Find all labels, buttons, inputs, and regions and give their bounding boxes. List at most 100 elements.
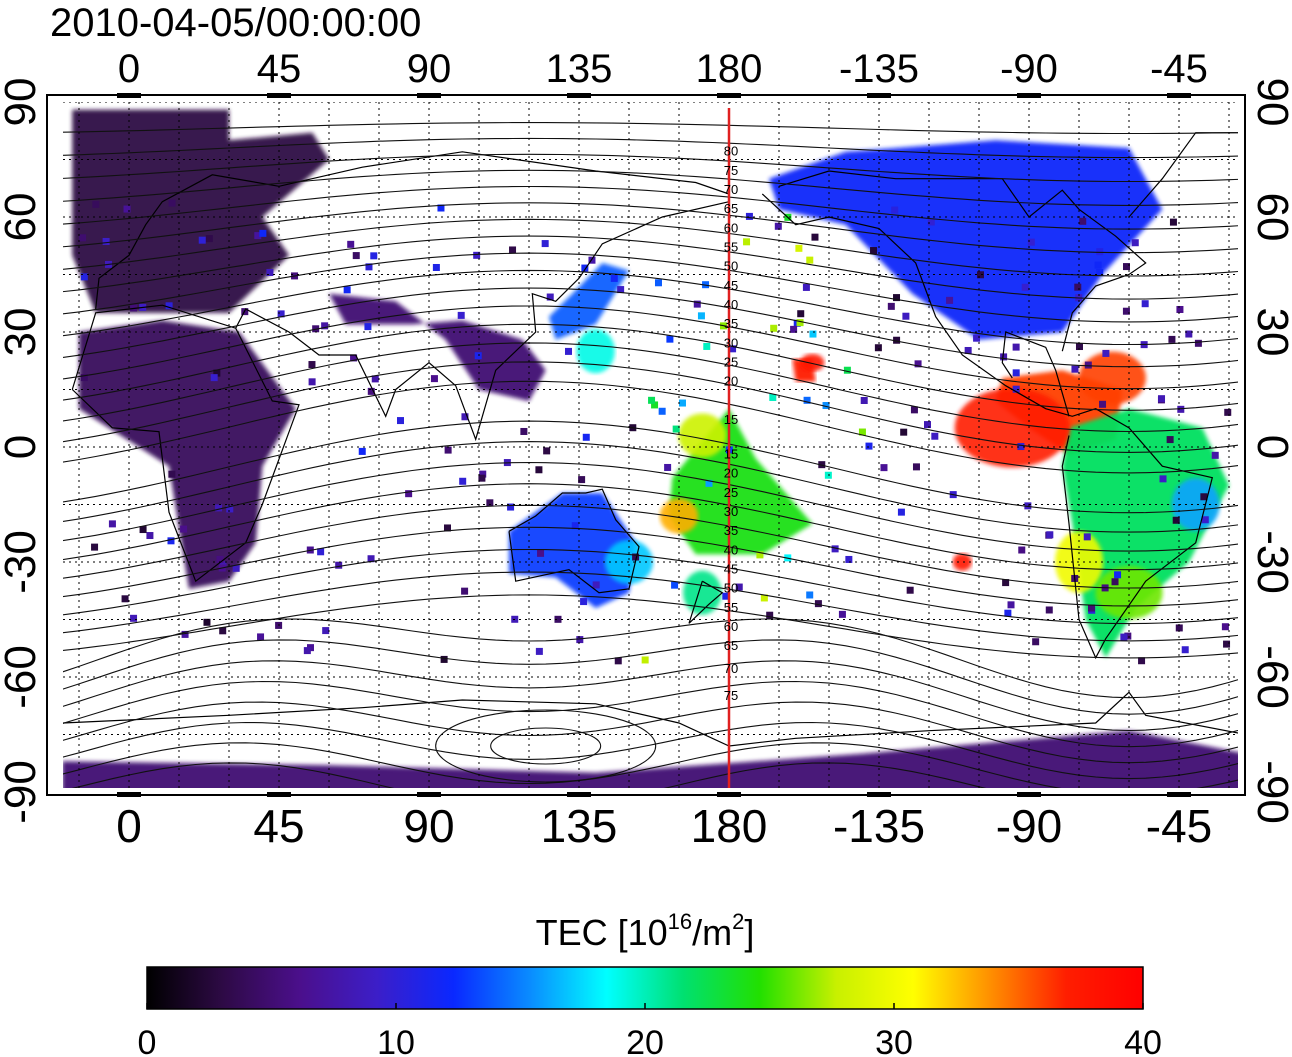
tec-cell <box>232 564 240 572</box>
lon-tick-bottom: 90 <box>403 800 454 852</box>
tec-cell <box>880 464 888 472</box>
tec-cell <box>632 553 640 561</box>
lon-tick-bottom: -90 <box>996 800 1062 852</box>
tec-cell <box>666 335 674 343</box>
tec-cell <box>317 548 325 556</box>
contour-label: 60 <box>724 220 738 235</box>
tec-cell <box>576 636 584 644</box>
tec-cell <box>1221 623 1229 631</box>
contour-line <box>63 269 1238 346</box>
tec-cell <box>364 323 372 331</box>
tec-cell <box>205 235 213 243</box>
tec-cell <box>1172 516 1180 524</box>
tec-cell <box>1096 269 1104 277</box>
frame-tick <box>267 792 291 797</box>
tec-cell <box>210 374 218 382</box>
lon-tick-top: -135 <box>839 47 919 91</box>
tec-cell <box>874 344 882 352</box>
tec-cell <box>308 378 316 386</box>
lon-tick-bottom: 45 <box>253 800 304 852</box>
tec-cell <box>91 543 99 551</box>
contour-label: 30 <box>724 335 738 350</box>
tec-cell <box>664 463 672 471</box>
frame-tick <box>1167 93 1191 98</box>
contour-line <box>63 504 1238 589</box>
coastline <box>508 488 640 594</box>
tec-cell <box>440 655 448 663</box>
tec-cell <box>1138 657 1146 665</box>
tec-cell <box>1084 361 1092 369</box>
tec-cell <box>946 296 954 304</box>
tec-cell <box>457 311 465 319</box>
tec-cell <box>1185 330 1193 338</box>
tec-cell <box>335 561 343 569</box>
map-plot-area: 80 75 70 65 60 55 50 45 40 35 30 25 20 15 15 20 25 30 35 40… <box>46 93 1246 797</box>
tec-cell <box>108 520 116 528</box>
tec-cell <box>443 524 451 532</box>
tec-cell <box>259 229 267 237</box>
tec-cell <box>803 396 811 404</box>
tec-cell <box>405 490 413 498</box>
lon-tick-bottom: 180 <box>691 800 768 852</box>
tec-cell <box>735 583 743 591</box>
tec-cell <box>790 325 798 333</box>
contour-line <box>63 571 1238 642</box>
tec-cell <box>432 263 440 271</box>
colorbar-title-suffix: ] <box>744 912 754 953</box>
tec-cell <box>617 286 625 294</box>
tec-cell <box>924 421 932 429</box>
tec-cell <box>1096 248 1104 256</box>
tec-cell <box>1075 343 1083 351</box>
tec-cell <box>893 294 901 302</box>
lon-tick-top: -90 <box>1000 47 1058 91</box>
lon-tick-top: 0 <box>118 47 140 91</box>
tec-cell <box>358 447 366 455</box>
tec-cell <box>1114 571 1122 579</box>
tec-cell <box>1177 405 1185 413</box>
tec-cell <box>697 312 705 320</box>
tec-cell <box>1087 604 1095 612</box>
tec-cell <box>509 246 517 254</box>
tec-cell <box>770 324 778 332</box>
lat-tick-right: 30 <box>1248 308 1292 357</box>
tec-cell <box>444 446 452 454</box>
tec-cell <box>1032 638 1040 646</box>
tec-cell <box>703 342 711 350</box>
graticule-grid <box>63 102 1238 788</box>
tec-cell <box>870 247 878 255</box>
lat-tick-left: -60 <box>0 645 45 709</box>
tec-cell <box>1027 238 1035 246</box>
tec-cell <box>520 427 528 435</box>
contour-label: 40 <box>724 297 738 312</box>
tec-hotspot <box>678 413 727 458</box>
tec-cell <box>226 505 234 513</box>
tec-cell <box>371 375 379 383</box>
tec-cell <box>203 618 211 626</box>
tec-cell <box>824 471 832 479</box>
tec-cell <box>654 279 662 287</box>
lon-tick-top: 180 <box>696 47 763 91</box>
tec-cell <box>678 399 686 407</box>
tec-cell <box>257 633 265 641</box>
tec-cell <box>580 598 588 606</box>
lat-tick-left: 0 <box>0 435 45 459</box>
contour-label: 65 <box>724 201 738 216</box>
tec-cell <box>927 218 935 226</box>
tec-cell <box>912 463 920 471</box>
lon-tick-bottom: -45 <box>1146 800 1212 852</box>
tec-cell <box>1176 305 1184 313</box>
tec-cell <box>352 252 360 260</box>
contour-line <box>63 680 1238 748</box>
lon-tick-bottom: 135 <box>541 800 618 852</box>
tec-cell <box>795 244 803 252</box>
tec-cell <box>1045 606 1053 614</box>
tec-cell <box>198 236 206 244</box>
contour-line <box>63 461 1238 552</box>
tec-cell <box>592 581 600 589</box>
lon-tick-top: 45 <box>257 47 302 91</box>
tec-cell <box>1159 475 1167 483</box>
tec-cell <box>474 352 482 360</box>
tec-cell <box>672 425 680 433</box>
contour-line <box>63 441 1238 533</box>
tec-cell <box>1141 300 1149 308</box>
